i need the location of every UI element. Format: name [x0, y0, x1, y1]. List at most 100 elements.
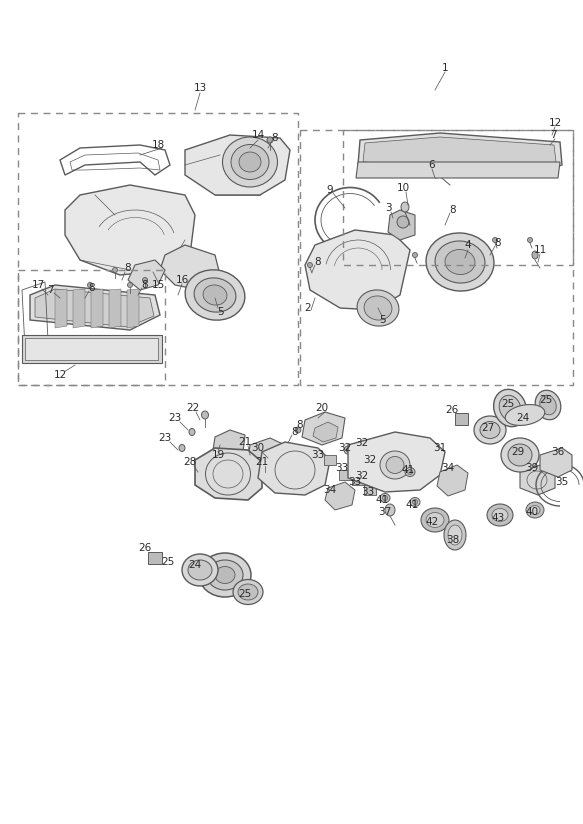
Text: 29: 29 — [511, 447, 525, 457]
Ellipse shape — [448, 525, 462, 545]
Ellipse shape — [426, 513, 444, 527]
Text: 23: 23 — [159, 433, 171, 443]
Polygon shape — [109, 289, 121, 328]
Ellipse shape — [223, 137, 278, 187]
Polygon shape — [363, 137, 556, 170]
Ellipse shape — [380, 494, 390, 503]
Text: 32: 32 — [356, 438, 368, 448]
Ellipse shape — [368, 458, 376, 466]
Text: 30: 30 — [251, 443, 265, 453]
Polygon shape — [55, 289, 67, 328]
Text: 8: 8 — [125, 263, 131, 273]
Text: 31: 31 — [433, 443, 447, 453]
Text: 3: 3 — [385, 203, 391, 213]
Polygon shape — [302, 412, 345, 445]
Text: 24: 24 — [188, 560, 202, 570]
Text: 19: 19 — [212, 450, 224, 460]
Polygon shape — [160, 245, 220, 290]
Ellipse shape — [413, 252, 417, 258]
Polygon shape — [262, 458, 295, 486]
Text: 28: 28 — [184, 457, 196, 467]
Polygon shape — [339, 470, 351, 480]
Ellipse shape — [361, 441, 369, 449]
Text: 40: 40 — [525, 507, 539, 517]
Ellipse shape — [364, 296, 392, 320]
Polygon shape — [520, 465, 555, 495]
Ellipse shape — [494, 389, 526, 427]
Ellipse shape — [501, 438, 539, 472]
Text: 5: 5 — [217, 307, 223, 317]
Polygon shape — [313, 422, 338, 442]
Text: 23: 23 — [168, 413, 182, 423]
Text: 8: 8 — [297, 420, 303, 430]
Polygon shape — [356, 162, 560, 178]
Text: 38: 38 — [447, 535, 459, 545]
Ellipse shape — [188, 560, 212, 580]
Text: 18: 18 — [152, 140, 164, 150]
Ellipse shape — [199, 553, 251, 597]
Text: 4: 4 — [465, 240, 471, 250]
Text: 24: 24 — [517, 413, 529, 423]
Text: 22: 22 — [187, 403, 199, 413]
Polygon shape — [455, 413, 468, 425]
Ellipse shape — [295, 427, 301, 433]
Ellipse shape — [357, 290, 399, 326]
Ellipse shape — [487, 504, 513, 526]
Ellipse shape — [361, 474, 369, 482]
Polygon shape — [30, 285, 160, 330]
Ellipse shape — [386, 456, 404, 474]
Text: 7: 7 — [47, 285, 53, 295]
Polygon shape — [437, 465, 468, 496]
Text: 41: 41 — [375, 495, 389, 505]
Text: 16: 16 — [175, 275, 189, 285]
Polygon shape — [73, 289, 85, 328]
Ellipse shape — [526, 502, 544, 518]
Ellipse shape — [410, 498, 420, 507]
Ellipse shape — [87, 283, 93, 288]
Text: 41: 41 — [401, 465, 415, 475]
Ellipse shape — [480, 422, 500, 438]
Text: 13: 13 — [194, 83, 206, 93]
Ellipse shape — [344, 446, 352, 454]
Text: 36: 36 — [552, 447, 564, 457]
Text: 8: 8 — [142, 280, 148, 290]
Polygon shape — [325, 482, 355, 510]
Ellipse shape — [474, 416, 506, 444]
Ellipse shape — [380, 451, 410, 479]
Text: 32: 32 — [356, 471, 368, 481]
Ellipse shape — [346, 448, 350, 452]
Ellipse shape — [535, 391, 561, 419]
Ellipse shape — [385, 504, 395, 516]
Ellipse shape — [185, 269, 245, 321]
Text: 8: 8 — [292, 427, 298, 437]
Text: 33: 33 — [335, 463, 349, 473]
Ellipse shape — [189, 428, 195, 436]
Ellipse shape — [203, 285, 227, 305]
Text: 25: 25 — [539, 395, 553, 405]
Text: 14: 14 — [251, 130, 265, 140]
Ellipse shape — [182, 554, 218, 586]
Text: 25: 25 — [238, 589, 252, 599]
Polygon shape — [348, 432, 445, 492]
Ellipse shape — [532, 251, 538, 259]
Text: 32: 32 — [338, 443, 352, 453]
Text: 7: 7 — [550, 130, 556, 140]
Text: 6: 6 — [429, 160, 436, 170]
Text: 27: 27 — [482, 423, 494, 433]
Text: 35: 35 — [556, 477, 568, 487]
Ellipse shape — [215, 567, 235, 583]
Ellipse shape — [445, 250, 475, 274]
Text: 8: 8 — [449, 205, 456, 215]
Text: 5: 5 — [379, 315, 385, 325]
Text: 37: 37 — [378, 507, 392, 517]
Text: 17: 17 — [31, 280, 45, 290]
Polygon shape — [324, 455, 336, 465]
Polygon shape — [248, 438, 285, 468]
Polygon shape — [148, 552, 162, 564]
Ellipse shape — [413, 499, 417, 504]
Polygon shape — [305, 230, 410, 310]
Ellipse shape — [444, 520, 466, 550]
Text: 8: 8 — [89, 283, 95, 293]
Ellipse shape — [202, 411, 209, 419]
Ellipse shape — [540, 396, 556, 414]
